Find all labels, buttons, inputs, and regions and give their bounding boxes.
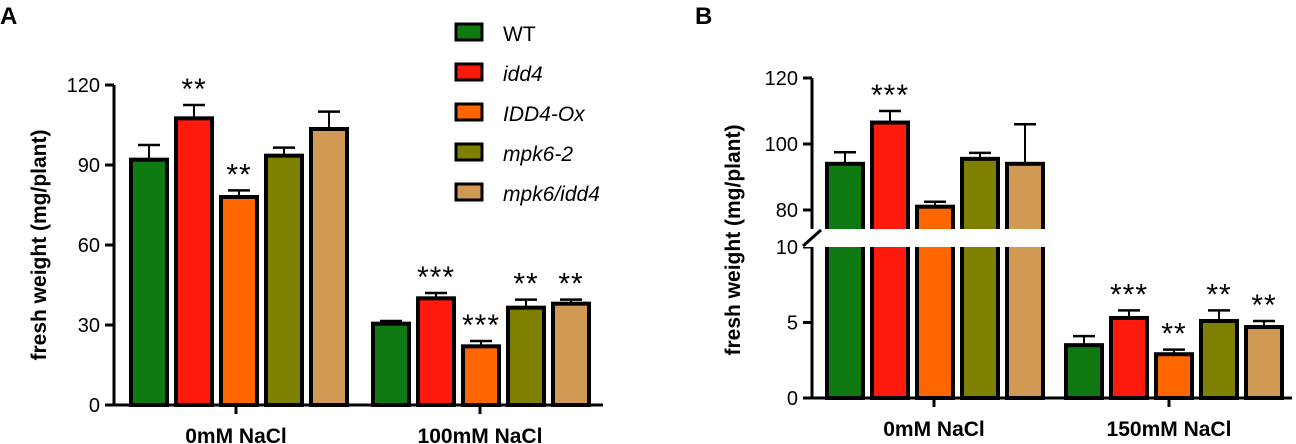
bar-wt-0mm-nacl bbox=[825, 161, 865, 400]
legend-swatch-wt bbox=[454, 22, 484, 42]
significance-label: ** bbox=[513, 268, 538, 301]
bar-mpk6-idd4-0mm-nacl bbox=[1005, 161, 1045, 400]
y-tick-label: 90 bbox=[78, 155, 100, 177]
y-tick-label: 30 bbox=[78, 315, 100, 337]
significance-label: ** bbox=[558, 268, 583, 301]
bar-mpk6-2-0mm-nacl bbox=[960, 156, 1000, 400]
bar-idd4-0mm-nacl bbox=[174, 116, 214, 407]
legend-swatch-idd4-ox bbox=[454, 102, 484, 122]
y-tick-label: 5 bbox=[787, 313, 798, 335]
bar-wt-0mm-nacl bbox=[129, 157, 169, 407]
bar-mpk6-idd4-0mm-nacl bbox=[309, 127, 349, 407]
legend-swatch-idd4 bbox=[454, 62, 484, 82]
y-tick-label: 0 bbox=[89, 395, 100, 417]
bar-wt-100mm-nacl bbox=[371, 321, 411, 407]
bar-idd4-ox-150mm-nacl bbox=[1154, 352, 1194, 400]
legend-label-wt: WT bbox=[503, 23, 536, 46]
legend-label-mpk6-idd4: mpk6/idd4 bbox=[503, 183, 600, 206]
panel-label-a: A bbox=[0, 3, 17, 30]
y-tick-label: 120 bbox=[67, 75, 100, 97]
significance-label: ** bbox=[1206, 278, 1231, 311]
y-tick-label: 10 bbox=[776, 237, 798, 259]
significance-label: ** bbox=[181, 73, 206, 106]
bar-idd4-150mm-nacl bbox=[1109, 315, 1149, 400]
significance-label: ** bbox=[1161, 318, 1186, 351]
bar-mpk6-2-0mm-nacl bbox=[264, 153, 304, 407]
legend-label-idd4-ox: IDD4-Ox bbox=[503, 103, 586, 126]
significance-label: ** bbox=[1251, 289, 1276, 322]
y-tick-label: 0 bbox=[787, 388, 798, 410]
y-tick-label: 80 bbox=[776, 200, 798, 222]
bar-idd4-ox-100mm-nacl bbox=[461, 344, 501, 408]
legend-swatch-mpk6-2 bbox=[454, 142, 484, 162]
y-tick-label: 100 bbox=[765, 134, 798, 156]
legend-label-idd4: idd4 bbox=[503, 63, 543, 86]
legend-label-mpk6-2: mpk6-2 bbox=[503, 143, 573, 166]
bar-mpk6-2-100mm-nacl bbox=[506, 305, 546, 407]
x-tick-label-b-150mm: 150mM NaCl bbox=[1107, 418, 1232, 441]
panel-label-b: B bbox=[695, 3, 712, 30]
bar-mpk6-idd4-150mm-nacl bbox=[1244, 325, 1284, 400]
bar-idd4-0mm-nacl bbox=[870, 120, 910, 401]
x-tick-label-a-0mm: 0mM NaCl bbox=[185, 425, 287, 444]
significance-label: *** bbox=[871, 79, 909, 112]
bar-idd4-100mm-nacl bbox=[416, 296, 456, 408]
bar-mpk6-2-150mm-nacl bbox=[1199, 318, 1239, 400]
legend-swatch-mpk6-idd4 bbox=[454, 182, 484, 202]
y-axis-title-b: fresh weight (mg/plant) bbox=[722, 125, 745, 356]
significance-label: *** bbox=[1110, 278, 1148, 311]
x-tick-label-b-0mm: 0mM NaCl bbox=[883, 418, 985, 441]
y-axis-title-a: fresh weight (mg/plant) bbox=[28, 130, 51, 361]
bar-wt-150mm-nacl bbox=[1064, 343, 1104, 400]
significance-label: ** bbox=[226, 158, 251, 191]
axis-break bbox=[800, 228, 1292, 248]
significance-label: *** bbox=[462, 309, 500, 342]
significance-label: *** bbox=[417, 261, 455, 294]
x-tick-label-a-100mm: 100mM NaCl bbox=[418, 425, 543, 444]
bar-idd4-ox-0mm-nacl bbox=[219, 195, 259, 407]
bar-mpk6-idd4-100mm-nacl bbox=[551, 301, 591, 407]
y-tick-label: 120 bbox=[765, 68, 798, 90]
y-tick-label: 60 bbox=[78, 235, 100, 257]
